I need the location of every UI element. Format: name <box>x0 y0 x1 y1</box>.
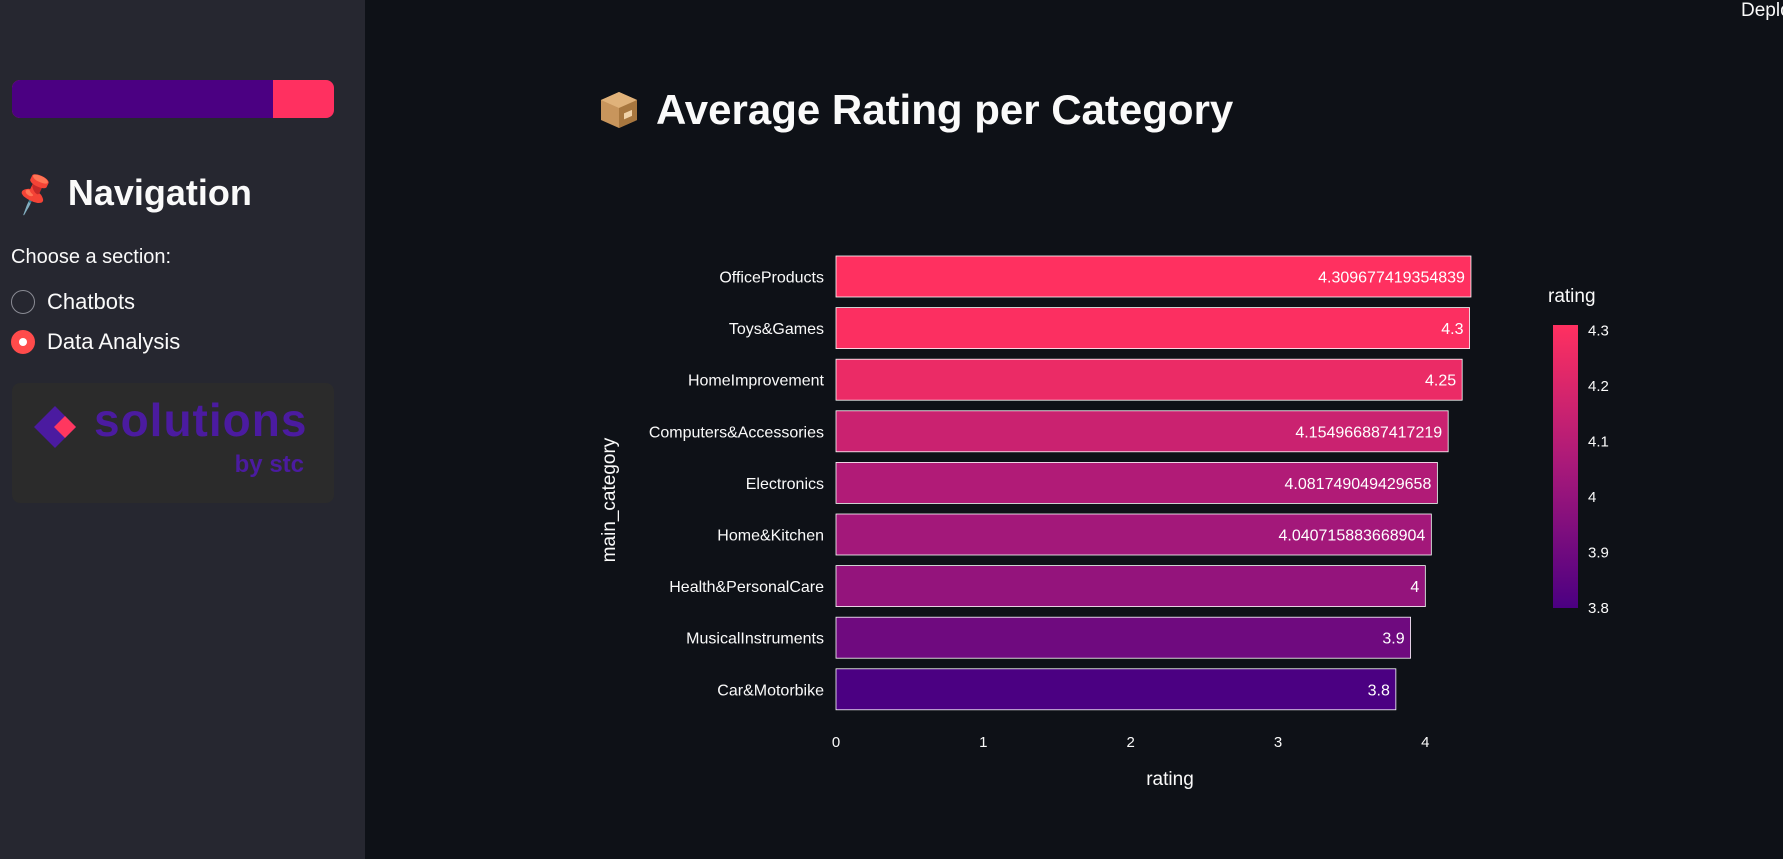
colorbar-tick-label: 4.1 <box>1588 434 1609 451</box>
category-tick-label: OfficeProducts <box>719 270 824 287</box>
colorbar-tick-label: 4.2 <box>1588 378 1609 395</box>
radio-option-chatbots[interactable]: Chatbots <box>11 289 135 315</box>
bar[interactable] <box>835 616 1411 659</box>
bar-value-label: 4.3 <box>1441 321 1463 338</box>
colorbar-title: rating <box>1548 286 1596 307</box>
package-icon <box>601 92 637 128</box>
category-tick-label: HomeImprovement <box>688 373 825 390</box>
progress-bar <box>12 80 334 118</box>
category-tick-label: Computers&Accessories <box>649 424 824 441</box>
category-labels: OfficeProducts Toys&Games HomeImprovement C… <box>649 270 825 700</box>
bar-value-label: 4 <box>1410 579 1419 596</box>
x-tick-label: 0 <box>832 734 840 751</box>
category-tick-label: MusicalInstruments <box>686 631 824 648</box>
bar[interactable] <box>835 565 1426 607</box>
x-tick-label: 4 <box>1421 734 1429 751</box>
colorbar-ticks: 4.3 4.2 4.1 4 3.9 3.8 <box>1588 323 1609 617</box>
logo-brand: stc <box>269 451 304 478</box>
nav-heading-label: Navigation <box>67 172 252 213</box>
radio-button[interactable] <box>11 290 35 314</box>
page-title-text: Average Rating per Category <box>656 86 1234 133</box>
colorbar <box>1553 325 1578 608</box>
category-tick-label: Car&Motorbike <box>717 682 824 699</box>
section-label: Choose a section: <box>11 246 172 268</box>
colorbar-tick-label: 3.9 <box>1588 545 1609 562</box>
category-tick-label: Electronics <box>746 476 824 493</box>
sidebar: 📌 Navigation Choose a section: Chatbots … <box>0 0 365 859</box>
colorbar-tick-label: 3.8 <box>1588 600 1609 617</box>
x-tick-label: 2 <box>1126 734 1134 751</box>
y-axis-title: main_category <box>599 437 620 562</box>
category-tick-label: Toys&Games <box>729 321 824 338</box>
nav-heading: 📌 Navigation <box>9 169 252 216</box>
bar-value-label: 4.081749049429658 <box>1285 476 1432 493</box>
bar[interactable] <box>835 358 1463 401</box>
progress-fill <box>12 80 273 118</box>
bar-value-label: 4.154966887417219 <box>1295 424 1442 441</box>
logo-by: by <box>234 451 263 478</box>
logo-diamond-icon <box>34 406 76 448</box>
bar-value-label: 4.25 <box>1425 373 1456 390</box>
deploy-button[interactable]: Deplo <box>1741 0 1783 21</box>
colorbar-tick-label: 4 <box>1588 489 1596 506</box>
radio-label: Chatbots <box>47 289 136 314</box>
bar[interactable] <box>835 461 1438 504</box>
bar[interactable] <box>835 255 1472 298</box>
x-axis-ticks: 0 1 2 3 4 <box>832 734 1430 751</box>
radio-option-data-analysis[interactable]: Data Analysis <box>11 329 180 355</box>
x-axis-title: rating <box>1146 769 1194 790</box>
bar[interactable] <box>835 307 1470 350</box>
radio-button-selected[interactable] <box>11 330 35 354</box>
bar[interactable] <box>835 668 1397 711</box>
bar-value-label: 3.9 <box>1382 631 1404 648</box>
colorbar-tick-label: 4.3 <box>1588 323 1609 340</box>
x-tick-label: 1 <box>979 734 987 751</box>
radio-label: Data Analysis <box>47 329 181 354</box>
logo-text: solutions <box>94 394 308 446</box>
bar-value-label: 4.309677419354839 <box>1318 270 1465 287</box>
category-tick-label: Health&PersonalCare <box>669 579 824 596</box>
category-tick-label: Home&Kitchen <box>717 528 824 545</box>
logo-subtext: by stc <box>235 451 304 479</box>
bars-layer: 4.309677419354839 4.3 4.25 4.15496688741721… <box>835 255 1472 711</box>
solutions-logo: solutions by stc <box>12 383 334 503</box>
bar[interactable] <box>835 513 1432 556</box>
bar[interactable] <box>835 410 1449 453</box>
bar-value-label: 3.8 <box>1368 682 1390 699</box>
bar-value-label: 4.040715883668904 <box>1278 528 1425 545</box>
page-title: Average Rating per Category <box>598 86 1233 134</box>
x-tick-label: 3 <box>1274 734 1282 751</box>
